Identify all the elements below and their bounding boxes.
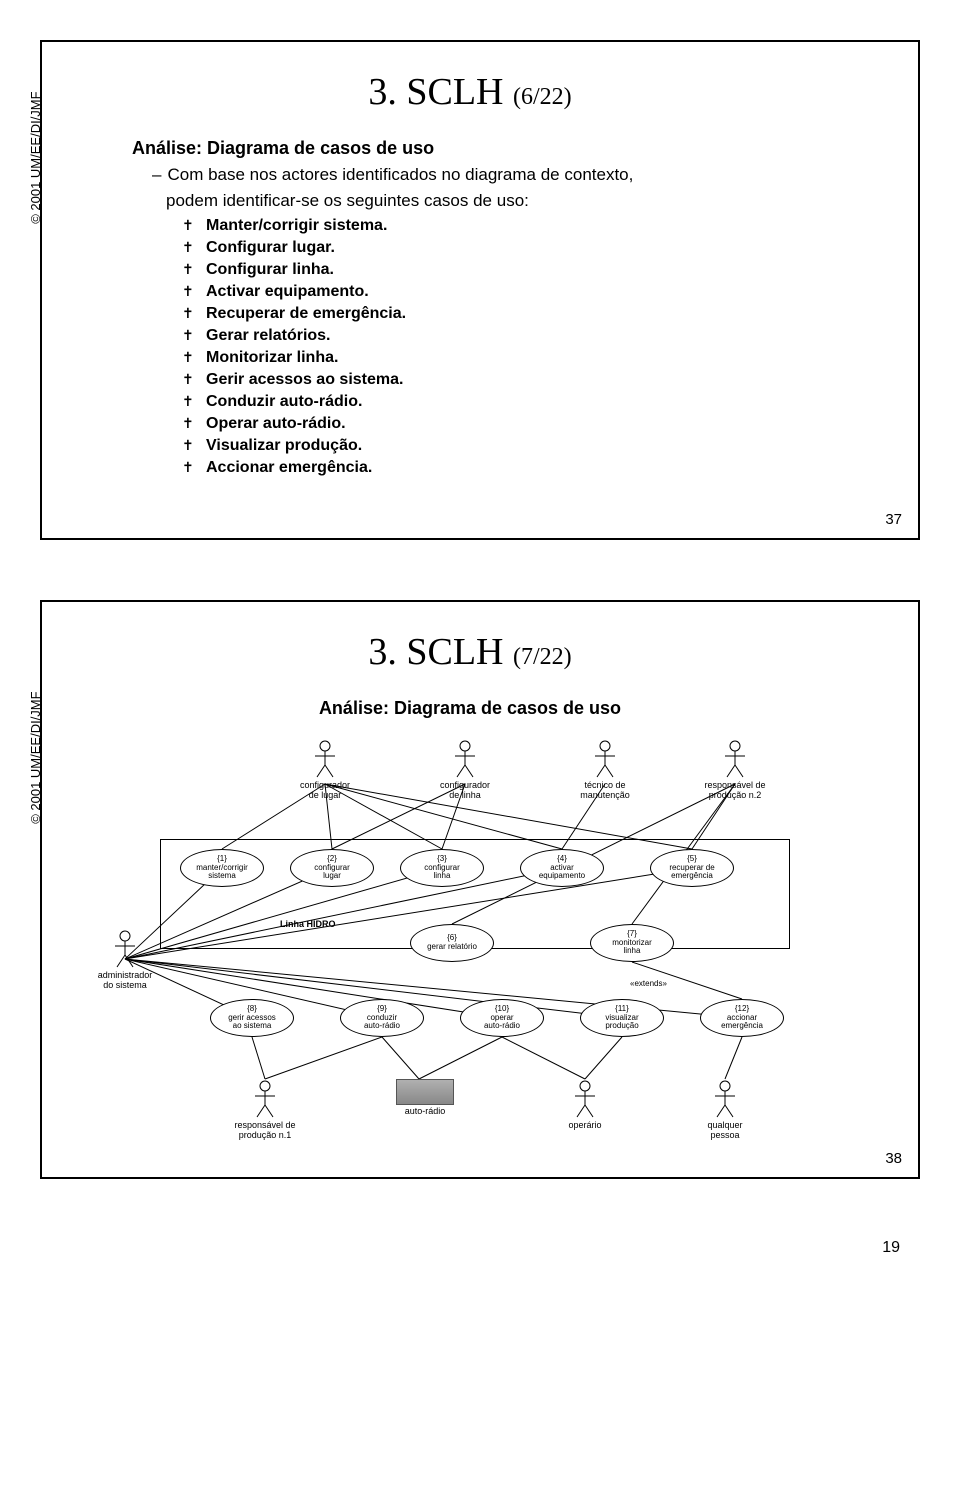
system-label: Linha HIDRO	[280, 919, 336, 929]
list-item: Recuperar de emergência.	[182, 305, 878, 323]
use-case-diagram: configuradorde lugar configuradorde linh…	[90, 729, 850, 1149]
actor-a-resp2: responsável deprodução n.2	[700, 739, 770, 801]
slide-title: 3. SCLH (6/22)	[62, 70, 878, 114]
list-item: Operar auto-rádio.	[182, 415, 878, 433]
section-heading: Análise: Diagrama de casos de uso	[132, 138, 878, 159]
usecase-uc9: {9}conduzirauto-rádio	[340, 999, 424, 1037]
list-item: Visualizar produção.	[182, 437, 878, 455]
intro-line-2: podem identificar-se os seguintes casos …	[166, 191, 878, 211]
extends-label: «extends»	[630, 979, 667, 988]
actor-a-tec: técnico demanutenção	[570, 739, 640, 801]
slide-number: 38	[885, 1150, 902, 1167]
page-number: 19	[0, 1239, 900, 1257]
list-item: Configurar linha.	[182, 261, 878, 279]
title-sub: (7/22)	[513, 644, 572, 670]
usecase-uc5: {5}recuperar deemergência	[650, 849, 734, 887]
section-heading: Análise: Diagrama de casos de uso	[62, 698, 878, 719]
list-item: Accionar emergência.	[182, 459, 878, 477]
usecase-uc4: {4}activarequipamento	[520, 849, 604, 887]
slide-2: © 2001 UM/EE/DI/JMF 3. SCLH (7/22) Análi…	[40, 600, 920, 1179]
actor-a-admin: administradordo sistema	[90, 929, 160, 991]
actor-a-resp1: responsável deprodução n.1	[230, 1079, 300, 1141]
list-item: Gerar relatórios.	[182, 327, 878, 345]
actor-a-autoradio: auto-rádio	[390, 1079, 460, 1117]
usecase-uc6: {6}gerar relatório	[410, 924, 494, 962]
list-item: Configurar lugar.	[182, 239, 878, 257]
title-main: 3. SCLH	[368, 631, 503, 673]
usecase-uc10: {10}operarauto-rádio	[460, 999, 544, 1037]
list-item: Gerir acessos ao sistema.	[182, 371, 878, 389]
copyright-text: © 2001 UM/EE/DI/JMF	[28, 91, 43, 223]
list-item: Conduzir auto-rádio.	[182, 393, 878, 411]
list-item: Manter/corrigir sistema.	[182, 217, 878, 235]
slide-title: 3. SCLH (7/22)	[62, 630, 878, 674]
slide-1: © 2001 UM/EE/DI/JMF 3. SCLH (6/22) Análi…	[40, 40, 920, 540]
title-main: 3. SCLH	[368, 71, 503, 113]
usecase-uc8: {8}gerir acessosao sistema	[210, 999, 294, 1037]
usecase-uc12: {12}accionaremergência	[700, 999, 784, 1037]
intro-line-1: –Com base nos actores identificados no d…	[152, 165, 878, 185]
usecase-uc3: {3}configurarlinha	[400, 849, 484, 887]
usecase-uc1: {1}manter/corrigirsistema	[180, 849, 264, 887]
actor-a-conf-lugar: configuradorde lugar	[290, 739, 360, 801]
usecase-uc2: {2}configurarlugar	[290, 849, 374, 887]
copyright-text: © 2001 UM/EE/DI/JMF	[28, 691, 43, 823]
usecase-uc11: {11}visualizarprodução	[580, 999, 664, 1037]
intro-text-1: Com base nos actores identificados no di…	[167, 165, 633, 184]
device-icon	[396, 1079, 454, 1105]
slide-number: 37	[885, 511, 902, 528]
actor-a-pessoa: qualquerpessoa	[690, 1079, 760, 1141]
title-sub: (6/22)	[513, 84, 572, 110]
actor-a-operario: operário	[550, 1079, 620, 1131]
actor-a-conf-linha: configuradorde linha	[430, 739, 500, 801]
list-item: Monitorizar linha.	[182, 349, 878, 367]
list-item: Activar equipamento.	[182, 283, 878, 301]
dash-icon: –	[152, 165, 161, 184]
use-case-list: Manter/corrigir sistema. Configurar lugar…	[182, 217, 878, 477]
usecase-uc7: {7}monitorizarlinha	[590, 924, 674, 962]
